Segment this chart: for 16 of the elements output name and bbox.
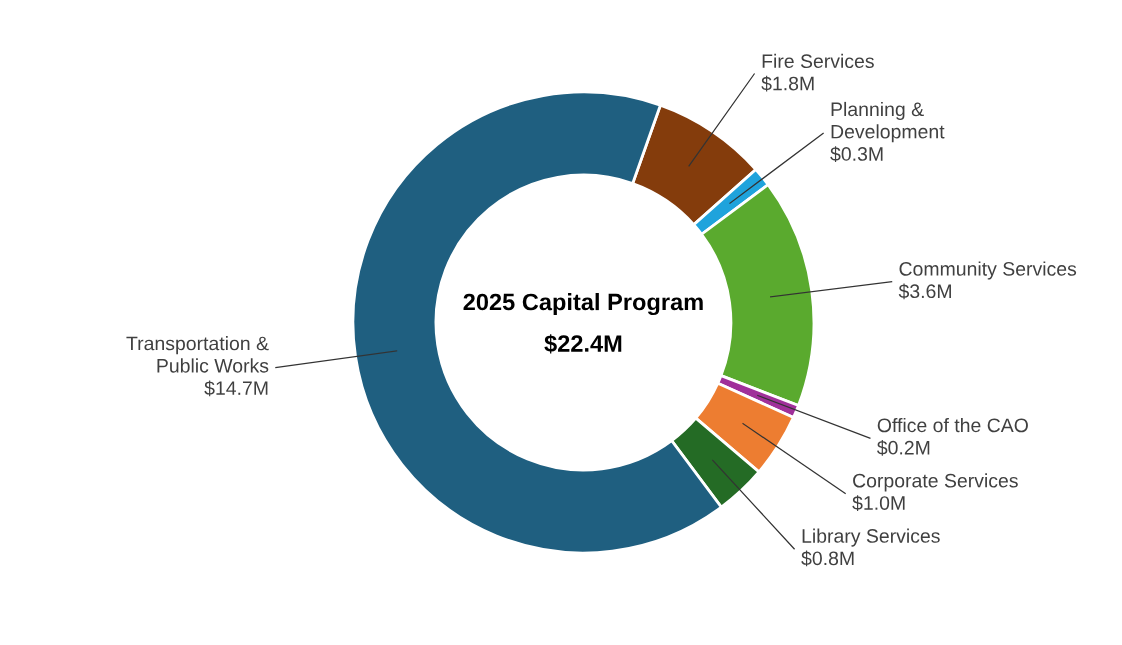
slice-label: Community Services [899,261,1077,280]
slice-label: Transportation & Public Works [126,336,269,373]
slice-label: Planning & Development [831,101,945,143]
data-label: $0.8M [801,550,854,567]
data-label: $0.2M [877,440,930,456]
data-label: $0.3M [830,146,883,163]
data-label: $1.8M [761,75,814,92]
slice-label: Library Services [802,528,940,547]
slice-label: Office of the CAO [877,417,1028,433]
data-label: $14.7M [204,380,268,397]
text: 2025 Capital Program [463,293,703,316]
text: $22.4M [544,334,622,354]
slice-label: Fire Services [762,53,874,69]
slice-label: Corporate Services [853,473,1018,492]
data-label: $3.6M [898,283,951,300]
data-label: $1.0M [852,495,905,512]
